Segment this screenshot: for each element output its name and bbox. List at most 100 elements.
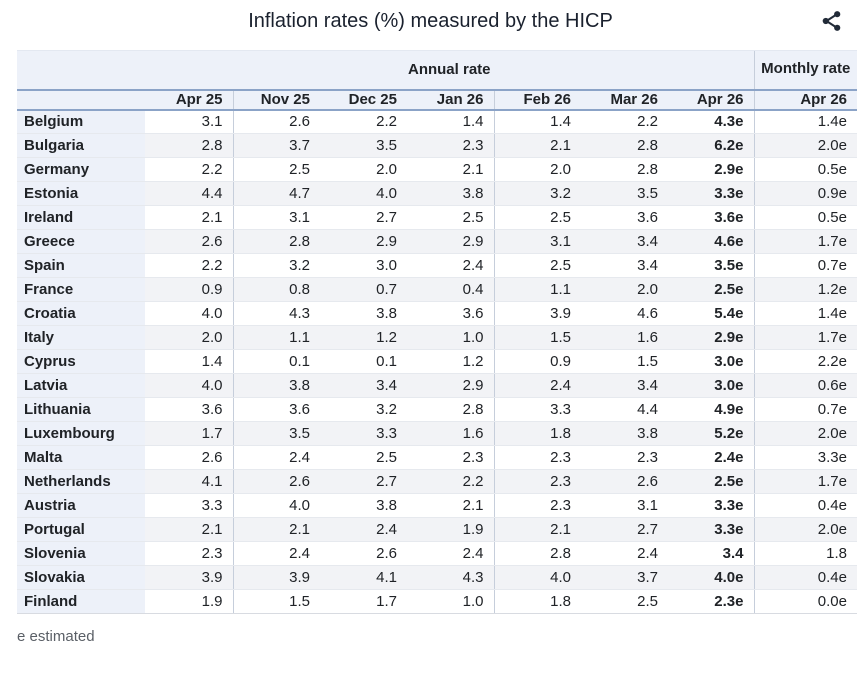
value-cell: 3.8 <box>320 301 407 326</box>
value-cell: 2.8 <box>494 541 581 566</box>
value-cell: 2.2 <box>145 157 234 182</box>
value-cell: 2.4 <box>494 373 581 398</box>
value-cell: 3.4 <box>320 373 407 398</box>
value-cell: 2.5e <box>668 469 754 494</box>
value-cell: 3.6 <box>145 397 234 422</box>
value-cell: 0.4 <box>407 277 495 302</box>
value-cell: 1.8 <box>753 541 857 566</box>
value-cell: 4.0 <box>494 565 581 590</box>
value-cell: 0.0e <box>753 589 857 614</box>
country-cell: Belgium <box>17 109 145 134</box>
country-cell: Croatia <box>17 301 145 326</box>
value-cell: 3.3 <box>494 397 581 422</box>
value-cell: 2.2 <box>407 469 495 494</box>
value-cell: 5.2e <box>668 421 754 446</box>
value-cell: 1.6 <box>581 325 668 350</box>
value-cell: 4.3e <box>668 109 754 134</box>
value-cell: 3.6e <box>668 205 754 230</box>
table-row: Croatia 4.0 4.3 3.8 3.6 3.9 4.6 5.4e 1.4e <box>17 301 857 326</box>
column-header-row: Apr 25 Nov 25 Dec 25 Jan 26 Feb 26 Mar 26 Apr … <box>17 89 857 111</box>
value-cell: 2.9e <box>668 157 754 182</box>
value-cell: 1.5 <box>494 325 581 350</box>
value-cell: 3.7 <box>581 565 668 590</box>
value-cell: 3.8 <box>233 373 320 398</box>
value-cell: 2.4 <box>233 541 320 566</box>
country-cell: France <box>17 277 145 302</box>
country-cell: Ireland <box>17 205 145 230</box>
value-cell: 1.5 <box>581 349 668 374</box>
value-cell: 3.0e <box>668 349 754 374</box>
value-cell: 2.3 <box>494 469 581 494</box>
value-cell: 2.4 <box>320 517 407 542</box>
value-cell: 2.4 <box>407 541 495 566</box>
value-cell: 2.1 <box>494 133 581 158</box>
value-cell: 3.1 <box>145 109 234 134</box>
column-header-nov-25: Nov 25 <box>233 89 320 111</box>
value-cell: 6.2e <box>668 133 754 158</box>
value-cell: 4.0e <box>668 565 754 590</box>
value-cell: 4.0 <box>320 181 407 206</box>
value-cell: 4.4 <box>581 397 668 422</box>
table-row: Bulgaria 2.8 3.7 3.5 2.3 2.1 2.8 6.2e 2.0e <box>17 133 857 158</box>
corner-cell <box>17 50 145 91</box>
country-cell: Greece <box>17 229 145 254</box>
share-button[interactable] <box>818 8 846 36</box>
value-cell: 3.9 <box>494 301 581 326</box>
table-row: Spain 2.2 3.2 3.0 2.4 2.5 3.4 3.5e 0.7e <box>17 253 857 278</box>
value-cell: 2.1 <box>407 157 495 182</box>
value-cell: 1.7e <box>753 325 857 350</box>
value-cell: 0.9e <box>753 181 857 206</box>
value-cell: 0.4e <box>753 565 857 590</box>
table-row: Austria 3.3 4.0 3.8 2.1 2.3 3.1 3.3e 0.4e <box>17 493 857 518</box>
column-header-monthly-apr-26: Apr 26 <box>753 89 857 111</box>
value-cell: 1.4 <box>494 109 581 134</box>
value-cell: 2.1 <box>233 517 320 542</box>
value-cell: 3.0 <box>320 253 407 278</box>
value-cell: 1.4e <box>753 301 857 326</box>
value-cell: 1.8 <box>494 589 581 614</box>
value-cell: 2.0 <box>494 157 581 182</box>
value-cell: 1.0 <box>407 325 495 350</box>
value-cell: 2.0e <box>753 421 857 446</box>
value-cell: 2.2 <box>320 109 407 134</box>
group-header-row: Annual rate Monthly rate <box>17 50 857 91</box>
value-cell: 3.4 <box>581 373 668 398</box>
table-row: Italy 2.0 1.1 1.2 1.0 1.5 1.6 2.9e 1.7e <box>17 325 857 350</box>
value-cell: 2.8 <box>581 133 668 158</box>
value-cell: 1.9 <box>145 589 234 614</box>
value-cell: 1.1 <box>494 277 581 302</box>
country-cell: Cyprus <box>17 349 145 374</box>
value-cell: 0.1 <box>320 349 407 374</box>
value-cell: 2.7 <box>320 205 407 230</box>
value-cell: 1.4e <box>753 109 857 134</box>
value-cell: 2.3e <box>668 589 754 614</box>
table-row: Greece 2.6 2.8 2.9 2.9 3.1 3.4 4.6e 1.7e <box>17 229 857 254</box>
group-header-monthly: Monthly rate <box>753 50 857 91</box>
table-row: France 0.9 0.8 0.7 0.4 1.1 2.0 2.5e 1.2e <box>17 277 857 302</box>
column-header-jan-26: Jan 26 <box>407 89 495 111</box>
value-cell: 2.2 <box>145 253 234 278</box>
value-cell: 2.6 <box>581 469 668 494</box>
value-cell: 3.3 <box>145 493 234 518</box>
value-cell: 4.0 <box>233 493 320 518</box>
country-cell: Luxembourg <box>17 421 145 446</box>
value-cell: 0.1 <box>233 349 320 374</box>
value-cell: 0.6e <box>753 373 857 398</box>
value-cell: 2.7 <box>581 517 668 542</box>
value-cell: 4.4 <box>145 181 234 206</box>
value-cell: 1.7e <box>753 469 857 494</box>
value-cell: 3.7 <box>233 133 320 158</box>
value-cell: 0.8 <box>233 277 320 302</box>
value-cell: 4.0 <box>145 373 234 398</box>
value-cell: 2.8 <box>581 157 668 182</box>
value-cell: 2.5 <box>581 589 668 614</box>
value-cell: 3.9 <box>145 565 234 590</box>
value-cell: 4.1 <box>320 565 407 590</box>
value-cell: 1.0 <box>407 589 495 614</box>
value-cell: 2.1 <box>494 517 581 542</box>
column-header-apr-26: Apr 26 <box>668 89 754 111</box>
value-cell: 1.2 <box>320 325 407 350</box>
value-cell: 3.1 <box>494 229 581 254</box>
value-cell: 4.3 <box>407 565 495 590</box>
column-header-apr-25: Apr 25 <box>145 89 234 111</box>
